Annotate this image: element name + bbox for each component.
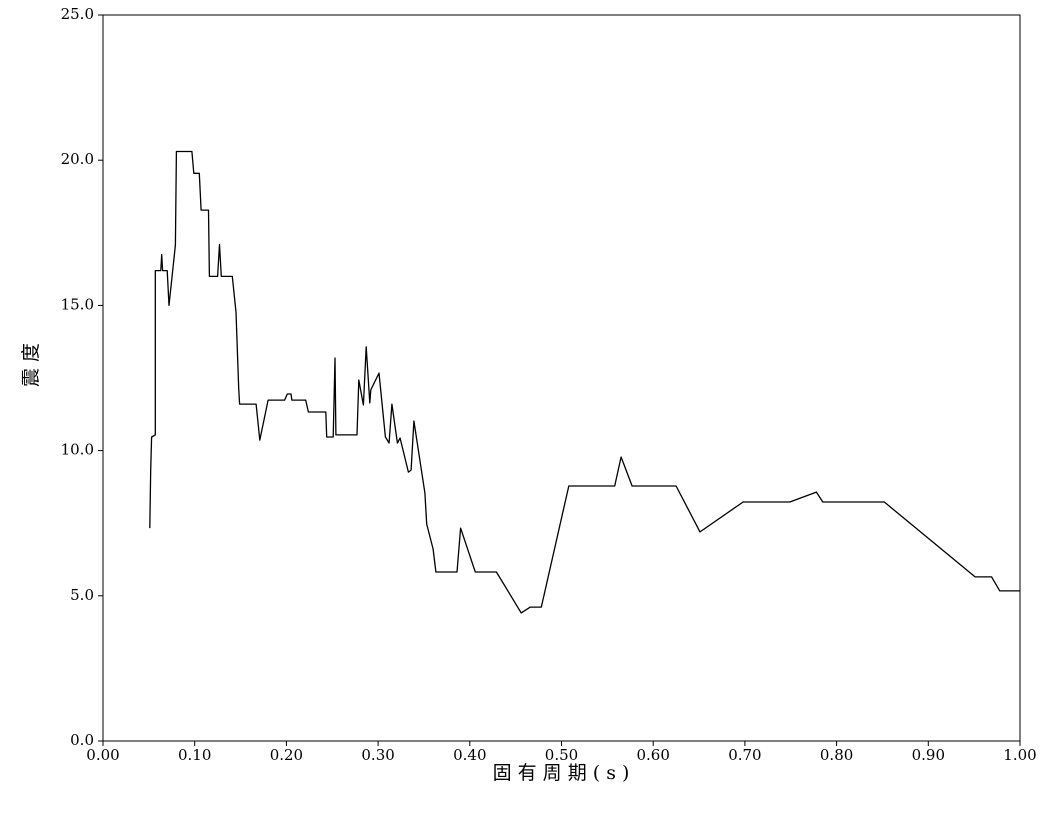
- x-tick-label: 0.50: [545, 746, 578, 764]
- x-tick-label: 0.40: [453, 746, 486, 764]
- y-tick-label: 25.0: [61, 5, 94, 23]
- y-tick-label: 0.0: [70, 731, 94, 749]
- x-tick-label: 0.00: [86, 746, 119, 764]
- plot-frame: [102, 14, 1021, 742]
- x-tick-label: 0.90: [912, 746, 945, 764]
- x-tick-label: 0.70: [728, 746, 761, 764]
- y-tick-label: 5.0: [70, 586, 94, 604]
- data-line: [149, 150, 1020, 614]
- x-tick-label: 0.60: [636, 746, 669, 764]
- x-tick-label: 0.80: [820, 746, 853, 764]
- x-tick-label: 0.30: [361, 746, 394, 764]
- y-tick-label: 10.0: [61, 441, 94, 459]
- y-tick-label: 20.0: [61, 150, 94, 168]
- x-tick-label: 0.10: [178, 746, 211, 764]
- x-tick-label: 1.00: [1003, 746, 1036, 764]
- y-tick-label: 15.0: [61, 295, 94, 313]
- x-axis-title: 固 有 周 期 ( s ): [493, 762, 630, 784]
- y-axis-title: 震 度: [20, 343, 42, 387]
- x-tick-label: 0.20: [270, 746, 303, 764]
